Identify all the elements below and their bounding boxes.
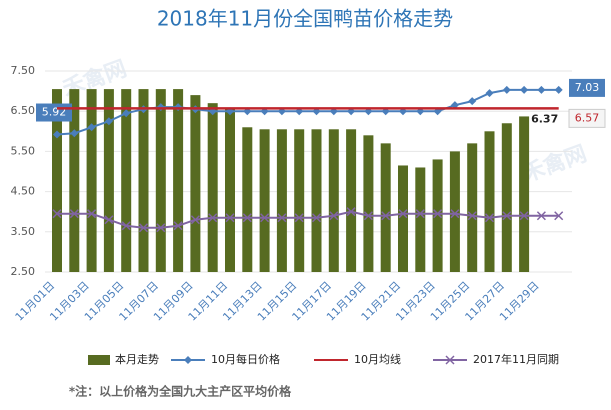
legend-swatch (88, 355, 110, 365)
line-marker (156, 223, 166, 233)
bar (69, 89, 80, 272)
line-marker (260, 213, 270, 223)
data-label-box (569, 78, 605, 97)
line-marker (190, 215, 200, 225)
bar (138, 89, 149, 272)
y-tick-label: 4.50 (11, 185, 36, 198)
line-marker (484, 213, 495, 223)
line-marker (450, 209, 460, 219)
line-marker (121, 221, 131, 231)
line-marker (173, 221, 183, 231)
bar (207, 103, 218, 272)
chart-title: 2018年11月份全国鸭苗价格走势 (157, 7, 453, 31)
line-marker (554, 211, 564, 221)
bar (484, 131, 495, 272)
legend-label: 10月均线 (354, 352, 401, 366)
line-marker (104, 215, 114, 225)
bar (415, 167, 426, 272)
y-tick-label: 6.50 (11, 104, 36, 117)
line-marker (537, 85, 546, 94)
bar (294, 129, 305, 272)
legend-label: 本月走势 (115, 352, 159, 366)
bar (467, 143, 478, 272)
bar (519, 116, 530, 273)
bar (259, 129, 270, 272)
bar (103, 89, 114, 272)
bar (173, 89, 184, 272)
bar (121, 89, 132, 272)
line-marker (485, 89, 494, 98)
y-tick-label: 5.50 (11, 144, 36, 157)
line-marker (363, 211, 373, 221)
line-marker (381, 211, 391, 221)
line-marker (138, 223, 149, 233)
bar (190, 95, 201, 273)
line-marker (225, 213, 235, 223)
bar (501, 123, 512, 272)
line-marker (294, 213, 304, 223)
footnote: *注：以上价格为全国九大主产区平均价格 (69, 384, 292, 399)
bar (346, 129, 357, 272)
line-marker (398, 209, 408, 219)
data-label: 6.57 (575, 111, 600, 124)
bar (311, 129, 322, 272)
line-marker (502, 85, 511, 94)
y-tick-label: 7.50 (11, 64, 36, 77)
line-marker (87, 209, 97, 219)
line-marker (53, 130, 61, 139)
line-marker (104, 117, 113, 126)
line-marker (468, 97, 477, 106)
line (57, 210, 559, 229)
legend-label: 2017年11月同期 (473, 352, 559, 366)
line-marker (70, 129, 79, 138)
bar (225, 109, 235, 272)
line-marker (536, 211, 546, 221)
bar (363, 135, 374, 272)
line-marker (502, 211, 512, 221)
bar (449, 151, 460, 272)
line-marker (277, 213, 287, 223)
line-marker (329, 211, 339, 221)
data-label: 7.03 (575, 81, 600, 94)
line-marker (433, 209, 443, 219)
bar (242, 127, 253, 272)
legend-label: 10月每日价格 (211, 352, 280, 366)
bar (52, 89, 62, 272)
line-marker (52, 209, 62, 219)
line-marker (242, 213, 252, 223)
watermark: 禾禽网 (519, 141, 590, 188)
line-marker (520, 85, 529, 94)
y-tick-label: 2.50 (11, 265, 36, 278)
bar (398, 165, 408, 272)
bar (276, 129, 287, 272)
data-label: 6.37 (531, 112, 558, 125)
line-marker (87, 123, 96, 132)
line-marker (311, 213, 322, 223)
line-marker (122, 109, 131, 118)
line-marker (445, 355, 455, 365)
line-marker (346, 207, 356, 217)
bar (432, 159, 443, 272)
data-label-box (568, 108, 606, 128)
line-marker (519, 211, 529, 221)
bar (86, 89, 97, 272)
line-marker (69, 209, 79, 219)
line (56, 88, 559, 136)
line-marker (554, 85, 563, 94)
line-marker (208, 213, 218, 223)
line-marker (415, 209, 425, 219)
bar (380, 143, 391, 272)
bar (155, 89, 166, 272)
line-marker (184, 356, 192, 364)
y-tick-label: 3.50 (11, 225, 36, 238)
bar (328, 129, 339, 272)
line-marker (467, 211, 477, 221)
